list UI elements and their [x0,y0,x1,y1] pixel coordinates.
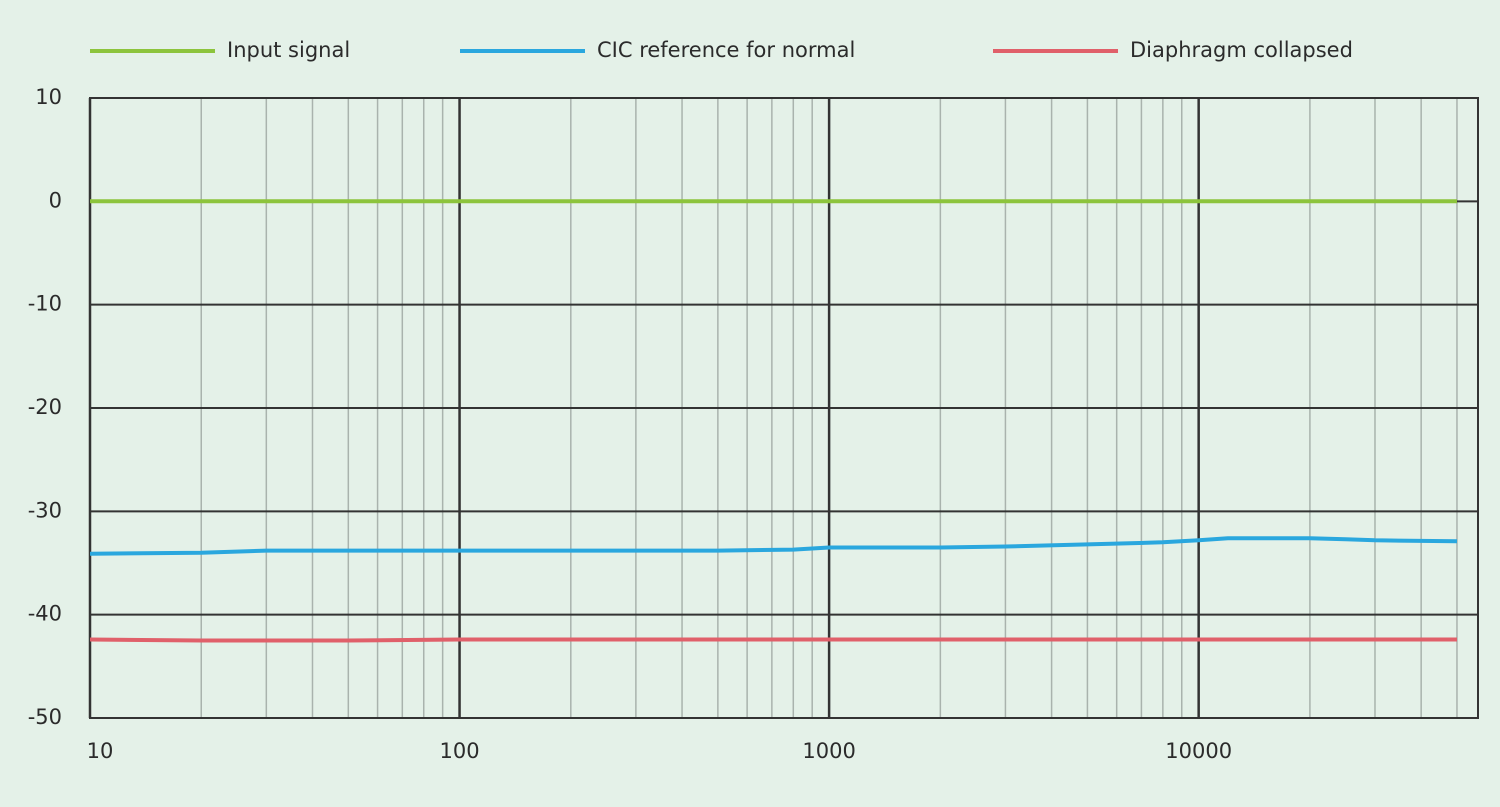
x-tick-label: 100 [440,739,480,763]
x-tick-label: 10000 [1165,739,1232,763]
y-tick-label: 0 [49,188,62,212]
series-line [89,536,1458,556]
y-tick-label: -10 [28,292,62,316]
y-tick-label: -40 [28,602,62,626]
series-line [89,637,1457,643]
x-tick-label: 1000 [802,739,855,763]
legend-label: Input signal [227,38,350,62]
y-tick-label: -50 [28,705,62,729]
y-tick-label: -30 [28,498,62,522]
y-tick-label: 10 [35,85,62,109]
legend-label: CIC reference for normal [597,38,855,62]
y-tick-label: -20 [28,395,62,419]
legend-label: Diaphragm collapsed [1130,38,1353,62]
x-tick-label: 10 [87,739,114,763]
